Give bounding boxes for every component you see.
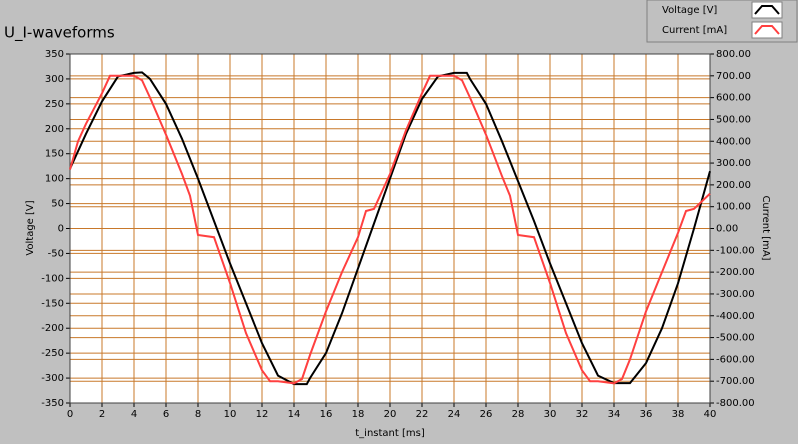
y2-axis-label: Current [mA] [760,195,771,260]
y2-tick-label: 200.00 [716,180,751,191]
x-tick-label: 34 [608,409,621,420]
x-tick-label: 30 [544,409,557,420]
x-tick-label: 40 [704,409,717,420]
y-tick-label: -350 [41,398,64,409]
x-tick-label: 0 [67,409,73,420]
x-tick-label: 20 [384,409,397,420]
y-tick-label: -250 [41,348,64,359]
y2-tick-label: -100.00 [716,245,755,256]
x-tick-label: 26 [480,409,493,420]
x-tick-label: 36 [640,409,653,420]
series-line [69,71,711,386]
x-tick-label: 16 [320,409,333,420]
x-tick-label: 4 [131,409,137,420]
legend-label: Current [mA] [662,25,727,36]
y2-tick-label: -500.00 [716,333,755,344]
y-tick-label: 50 [51,199,64,210]
y2-tick-label: -700.00 [716,376,755,387]
y2-tick-label: 600.00 [716,93,751,104]
legend-swatch [754,25,780,35]
x-tick-label: 38 [672,409,685,420]
y-tick-label: -50 [48,248,64,259]
y-tick-label: 150 [45,149,64,160]
y2-tick-label: 500.00 [716,114,751,125]
y-tick-label: -100 [41,273,64,284]
y-tick-label: 350 [45,49,64,60]
legend-swatch-box [751,1,783,19]
y2-tick-label: -800.00 [716,398,755,409]
chart-title: U_I-waveforms [4,24,115,43]
y-axis-label: Voltage [V] [25,200,36,255]
y2-tick-label: -300.00 [716,289,755,300]
x-tick-label: 22 [416,409,429,420]
x-tick-label: 24 [448,409,461,420]
x-tick-label: 6 [163,409,169,420]
y2-tick-label: 300.00 [716,158,751,169]
x-tick-label: 14 [288,409,301,420]
y-tick-label: 0 [58,224,64,235]
y-tick-label: 100 [45,174,64,185]
y2-tick-label: 400.00 [716,136,751,147]
x-tick-label: 28 [512,409,525,420]
plot-border [69,53,711,404]
legend-swatch-box [751,21,783,39]
y2-tick-label: 0.00 [716,224,738,235]
y2-tick-label: 800.00 [716,49,751,60]
y-tick-label: -300 [41,373,64,384]
legend-swatch [754,5,780,15]
x-tick-label: 10 [224,409,237,420]
x-tick-label: 32 [576,409,589,420]
y-tick-label: -200 [41,323,64,334]
y2-tick-label: 100.00 [716,202,751,213]
y2-tick-label: -400.00 [716,311,755,322]
series-line [69,74,711,385]
y2-tick-label: -200.00 [716,267,755,278]
x-tick-label: 8 [195,409,201,420]
x-tick-label: 12 [256,409,269,420]
y-tick-label: -150 [41,298,64,309]
y-tick-label: 300 [45,74,64,85]
x-axis-label: t_instant [ms] [355,428,425,439]
y-tick-label: 200 [45,124,64,135]
x-tick-label: 18 [352,409,365,420]
legend-label: Voltage [V] [662,5,717,16]
y2-tick-label: -600.00 [716,354,755,365]
x-tick-label: 2 [99,409,105,420]
y2-tick-label: 700.00 [716,71,751,82]
y-tick-label: 250 [45,99,64,110]
